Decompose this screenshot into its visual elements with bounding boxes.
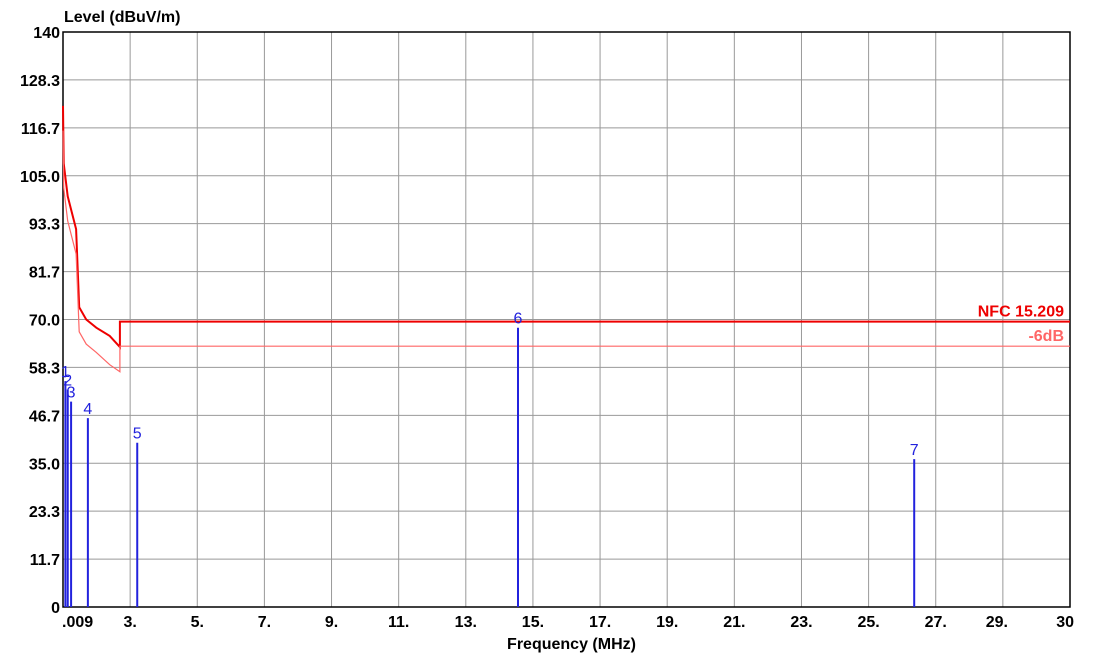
x-tick-label: 11. [388, 614, 409, 631]
x-tick-label: .009 [62, 614, 93, 631]
y-tick-label: 11.7 [30, 552, 60, 569]
peak-marker-label: 5 [133, 426, 142, 443]
y-tick-label: 46.7 [29, 408, 60, 425]
x-tick-label: 23. [790, 614, 812, 631]
y-tick-label: 105.0 [20, 169, 60, 186]
y-tick-label: 81.7 [29, 265, 60, 282]
x-tick-label: 27. [925, 614, 947, 631]
x-tick-label: 5. [191, 614, 204, 631]
x-axis-title: Frequency (MHz) [507, 636, 636, 653]
peak-marker-label: 3 [67, 385, 76, 402]
y-tick-label: 128.3 [20, 73, 60, 90]
x-tick-label: 29. [986, 614, 1008, 631]
y-tick-label: 93.3 [29, 217, 60, 234]
y-tick-label: 0 [51, 600, 60, 617]
x-tick-label: 25. [857, 614, 879, 631]
x-tick-label: 3. [123, 614, 136, 631]
y-tick-label: 23.3 [29, 504, 60, 521]
limit-line [62, 105, 1070, 350]
margin-line-label: -6dB [1028, 328, 1064, 345]
x-tick-label: 30 [1056, 614, 1074, 631]
limit-line-label: NFC 15.209 [978, 304, 1064, 321]
x-tick-label: 15. [522, 614, 544, 631]
peak-marker-label: 1 [61, 364, 70, 381]
x-tick-label: 21. [723, 614, 745, 631]
y-tick-label: 58.3 [29, 360, 60, 377]
x-tick-label: 19. [656, 614, 678, 631]
x-tick-label: 9. [325, 614, 338, 631]
y-axis-title: Level (dBuV/m) [64, 9, 180, 26]
peak-marker-label: 2 [63, 372, 72, 389]
peak-marker-label: 4 [83, 401, 92, 418]
y-tick-label: 116.7 [21, 121, 60, 138]
x-tick-label: 7. [258, 614, 271, 631]
peak-marker-label: 6 [514, 311, 523, 328]
y-tick-label: 70.0 [29, 313, 60, 330]
margin-line [62, 130, 1070, 373]
y-tick-label: 140 [33, 25, 60, 42]
plot-frame [62, 31, 1071, 608]
x-tick-label: 17. [589, 614, 611, 631]
y-tick-label: 35.0 [29, 456, 60, 473]
x-tick-label: 13. [455, 614, 477, 631]
peak-marker-label: 7 [910, 442, 919, 459]
